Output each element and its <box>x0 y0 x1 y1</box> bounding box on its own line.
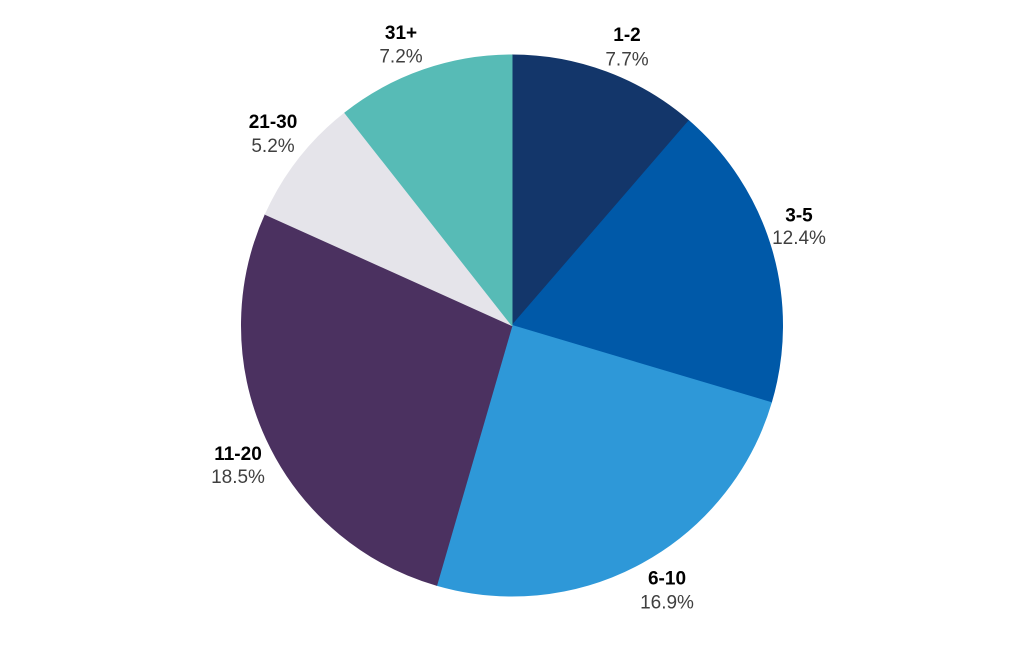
svg-text:18.5%: 18.5% <box>211 467 265 488</box>
svg-text:7.2%: 7.2% <box>379 46 422 67</box>
svg-text:16.9%: 16.9% <box>640 593 694 614</box>
svg-text:7.7%: 7.7% <box>605 50 648 71</box>
svg-text:11-20: 11-20 <box>214 444 262 465</box>
svg-text:1-2: 1-2 <box>613 25 640 46</box>
svg-text:3-5: 3-5 <box>785 206 813 227</box>
svg-text:5.2%: 5.2% <box>251 136 294 157</box>
svg-text:6-10: 6-10 <box>648 569 686 590</box>
svg-text:31+: 31+ <box>385 23 417 44</box>
svg-text:21-30: 21-30 <box>249 112 298 133</box>
svg-text:12.4%: 12.4% <box>772 228 826 249</box>
